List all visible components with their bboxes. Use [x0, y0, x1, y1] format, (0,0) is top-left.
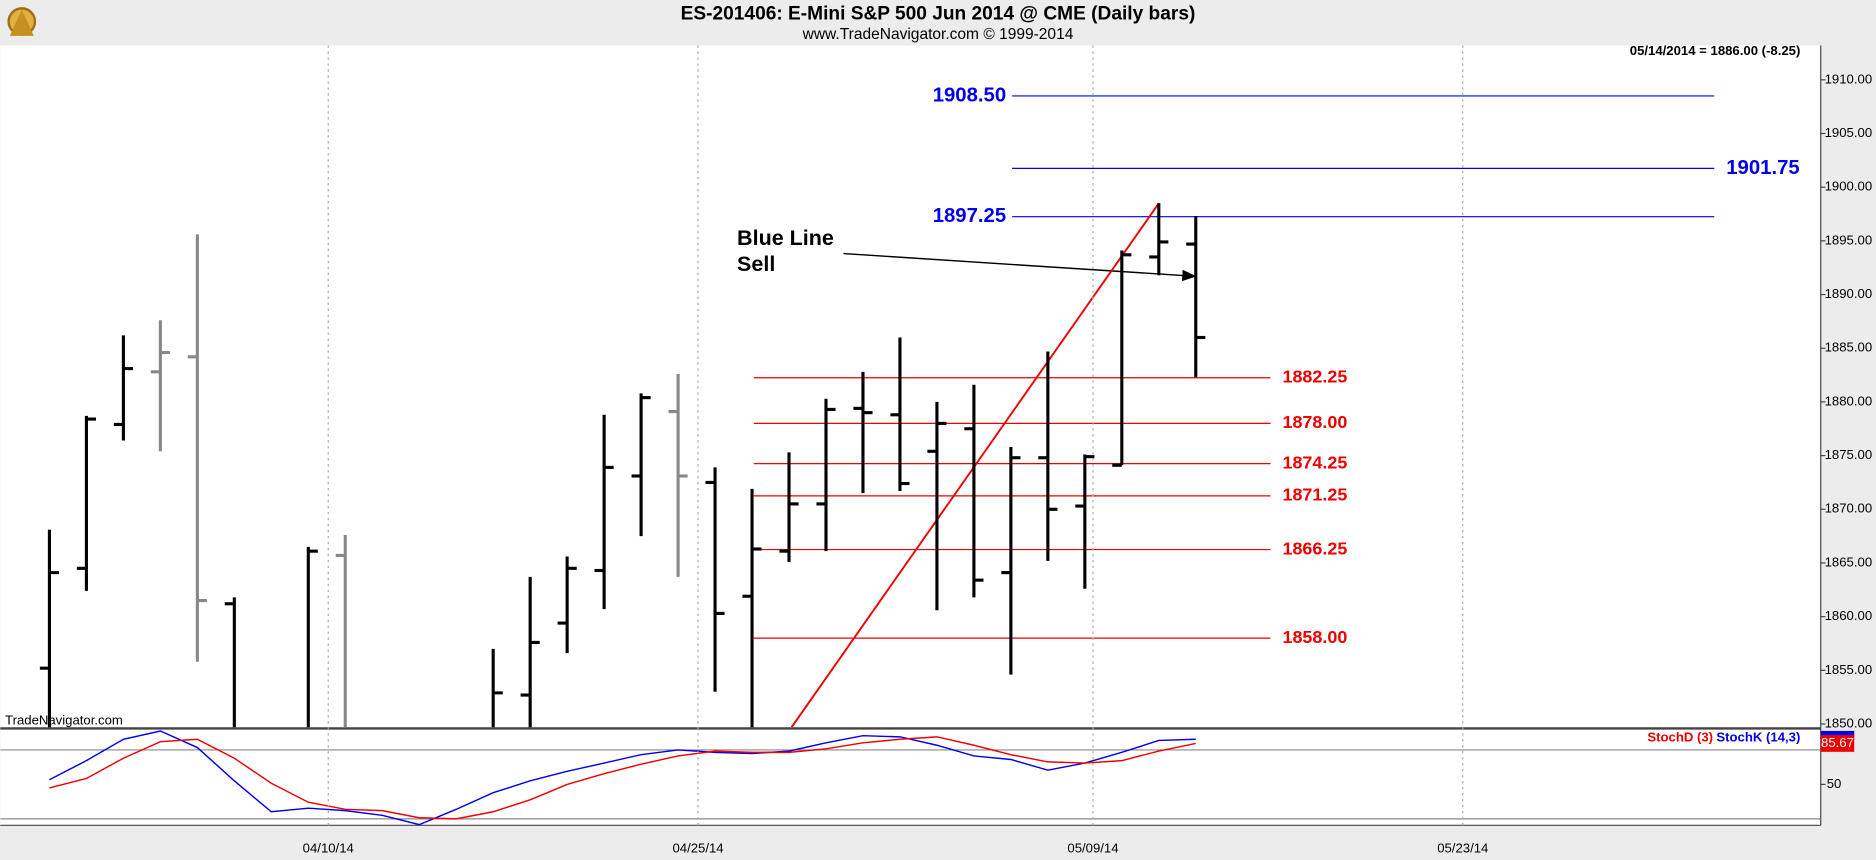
y-tick-label: 1875.00 — [1825, 447, 1873, 462]
level-label: 1901.75 — [1726, 157, 1799, 179]
y-tick-label: 1910.00 — [1825, 71, 1873, 86]
watermark: TradeNavigator.com — [5, 713, 123, 728]
level-label: 1871.25 — [1282, 485, 1347, 505]
stoch-line — [49, 730, 1196, 826]
x-tick-label: 05/09/14 — [1067, 841, 1118, 856]
logo — [7, 7, 37, 36]
stoch-plot — [0, 729, 1821, 826]
level-label: 1897.25 — [933, 205, 1006, 227]
last-info: 05/14/2014 = 1886.00 (-8.25) — [1630, 43, 1801, 58]
y-tick-label: 1890.00 — [1825, 286, 1873, 301]
level-label: 1878.00 — [1282, 412, 1347, 432]
value-box-label: 85.67 — [1821, 735, 1854, 750]
legend-entry: StochK (14,3) — [1716, 729, 1800, 744]
chart-title: ES-201406: E-Mini S&P 500 Jun 2014 @ CME… — [681, 3, 1196, 24]
annotation-line: Sell — [737, 252, 775, 276]
level-label: 1866.25 — [1282, 538, 1347, 558]
level-label: 1858.00 — [1282, 627, 1347, 647]
annotation-arrow — [843, 252, 1197, 282]
y-tick-label: 1865.00 — [1825, 554, 1873, 569]
y-tick-label: 1885.00 — [1825, 340, 1873, 355]
annotation-line: Blue Line — [737, 226, 834, 250]
y-tick-label: 1850.00 — [1825, 715, 1873, 730]
level-label: 1874.25 — [1282, 452, 1347, 472]
y-tick-label: 1880.00 — [1825, 393, 1873, 408]
chart-subtitle: www.TradeNavigator.com © 1999-2014 — [802, 26, 1074, 43]
x-tick-label: 04/10/14 — [303, 841, 354, 856]
stoch-tick-label: 50 — [1827, 776, 1842, 791]
stoch-line — [49, 736, 1196, 820]
y-tick-label: 1870.00 — [1825, 501, 1873, 516]
y-tick-label: 1860.00 — [1825, 608, 1873, 623]
price-marks — [39, 95, 1715, 728]
x-tick-label: 05/23/14 — [1437, 841, 1488, 856]
y-tick-label: 1905.00 — [1825, 125, 1873, 140]
y-tick-label: 1895.00 — [1825, 232, 1873, 247]
level-label: 1882.25 — [1282, 366, 1347, 386]
value-box — [1820, 735, 1855, 752]
price-plot — [0, 45, 1821, 728]
x-tick-label: 04/25/14 — [672, 841, 723, 856]
y-tick-label: 1900.00 — [1825, 179, 1873, 194]
stoch-marks — [0, 730, 1821, 826]
level-label: 1908.50 — [933, 84, 1006, 106]
legend-entry: StochD (3) — [1647, 729, 1713, 744]
y-tick-label: 1855.00 — [1825, 662, 1873, 677]
